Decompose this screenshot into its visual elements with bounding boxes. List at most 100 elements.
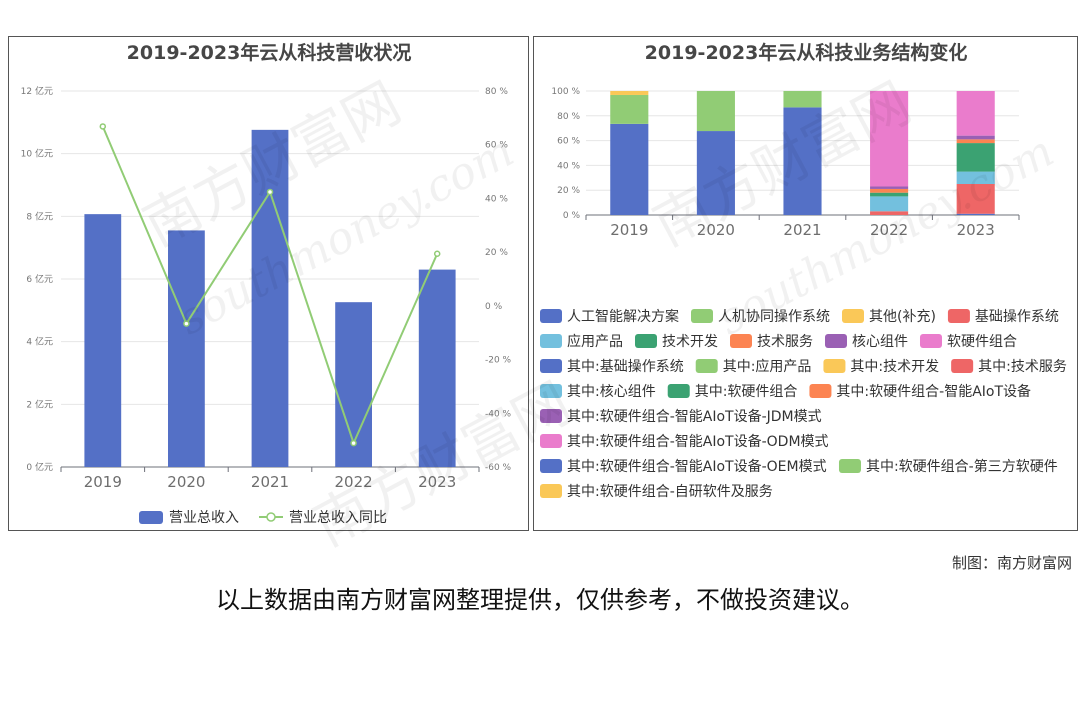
legend-swatch <box>690 309 713 323</box>
legend-swatch <box>540 384 562 398</box>
legend-swatch <box>540 359 562 373</box>
yoy-point <box>183 320 190 327</box>
y-tick-label: 40 % <box>557 161 580 171</box>
legend-swatch-bar <box>139 511 163 524</box>
y-left-tick-label: 6 亿元 <box>26 273 53 285</box>
legend-swatch <box>667 384 690 398</box>
legend-swatch <box>540 409 562 423</box>
stacked-bar-segment <box>956 184 995 214</box>
y-left-tick-label: 2 亿元 <box>26 398 53 410</box>
legend-label: 基础操作系统 <box>975 308 1059 325</box>
y-right-tick-label: -20 % <box>485 356 512 366</box>
legend-swatch <box>695 359 718 373</box>
y-left-tick-label: 0 亿元 <box>26 461 53 473</box>
x-tick-label: 2023 <box>418 473 456 491</box>
legend-label: 其中:技术服务 <box>978 359 1067 375</box>
legend-label: 人机协同操作系统 <box>718 309 830 325</box>
legend-label: 人工智能解决方案 <box>567 308 679 325</box>
stacked-bar-segment <box>870 91 909 187</box>
legend-swatch <box>809 384 832 398</box>
stacked-bar-segment <box>610 123 649 215</box>
stacked-bar-segment <box>696 91 735 132</box>
stacked-bar-segment <box>956 171 995 184</box>
structure-chart-panel: 2019-2023年云从科技业务结构变化 0 % 20 % 40 % 60 % 80 % 1… <box>533 36 1078 531</box>
legend-label: 其中:软硬件组合-第三方软硬件 <box>866 458 1058 475</box>
x-tick-label: 2019 <box>610 221 648 239</box>
stacked-bar-segment <box>870 211 909 215</box>
legend-label: 其中:软硬件组合-智能AIoT设备 <box>836 383 1031 400</box>
stacked-bar-segment <box>870 196 909 212</box>
stacked-bar-segment <box>956 143 995 172</box>
x-tick-label: 2020 <box>697 221 735 239</box>
legend-label: 软硬件组合 <box>947 334 1017 350</box>
y-tick-label: 80 % <box>557 112 580 122</box>
y-right-tick-label: -40 % <box>485 409 512 419</box>
legend-label: 其中:基础操作系统 <box>567 358 684 375</box>
revenue-chart: 2019-2023年云从科技营收状况 0 亿元 2 亿元 4 亿元 6 亿元 8 亿元 10… <box>21 41 512 526</box>
yoy-point <box>433 250 441 258</box>
revenue-chart-panel: 2019-2023年云从科技营收状况 0 亿元 2 亿元 4 亿元 6 亿元 8 亿元 10… <box>8 36 529 531</box>
stacked-bar-segment <box>956 135 995 140</box>
legend-swatch-point <box>266 512 276 522</box>
legend-swatch <box>540 434 562 448</box>
stacked-bar-segment <box>956 213 995 215</box>
legend-label: 其中:核心组件 <box>567 384 656 400</box>
legend-swatch <box>824 334 847 348</box>
legend-swatch <box>823 359 846 373</box>
legend-swatch <box>729 334 752 348</box>
legend-label: 营业总收入同比 <box>289 510 387 526</box>
legend-label: 其中:软硬件组合-智能AIoT设备-ODM模式 <box>567 433 829 450</box>
x-tick-label: 2022 <box>335 473 373 491</box>
chart-credit: 制图：南方财富网 <box>951 554 1072 572</box>
legend-swatch <box>951 359 974 373</box>
stacked-bar-segment <box>783 91 822 108</box>
stacked-bar-segment <box>870 186 909 189</box>
legend-label: 技术服务 <box>757 334 813 350</box>
chart-title: 2019-2023年云从科技营收状况 <box>127 41 412 64</box>
yoy-point <box>350 439 357 447</box>
legend-label: 其中:应用产品 <box>723 358 812 375</box>
yoy-point <box>266 188 274 196</box>
chart-title: 2019-2023年云从科技业务结构变化 <box>645 41 968 64</box>
stacked-bar-segment <box>870 192 909 197</box>
legend-label: 其中:技术开发 <box>850 359 939 375</box>
structure-chart: 2019-2023年云从科技业务结构变化 0 % 20 % 40 % 60 % 80 % 1… <box>540 41 1067 500</box>
legend-label: 应用产品 <box>567 333 623 350</box>
stacked-bar-segment <box>870 188 909 193</box>
revenue-bar <box>84 214 122 467</box>
stacked-bar-segment <box>610 94 649 124</box>
legend-swatch <box>540 484 562 498</box>
stacked-bar-segment <box>783 107 822 215</box>
legend-label: 其中:软硬件组合-智能AIoT设备-OEM模式 <box>567 458 827 475</box>
y-right-tick-label: 40 % <box>485 194 508 204</box>
legend-swatch <box>947 309 970 323</box>
revenue-bar <box>251 129 289 467</box>
x-tick-label: 2021 <box>783 221 821 239</box>
yoy-point <box>99 123 107 130</box>
y-left-tick-label: 12 亿元 <box>21 85 53 97</box>
legend-swatch <box>919 334 942 348</box>
legend-label: 技术开发 <box>662 334 718 350</box>
x-tick-label: 2022 <box>870 221 908 239</box>
y-right-tick-label: 60 % <box>485 141 508 151</box>
y-tick-label: 20 % <box>557 186 580 196</box>
stacked-bar-segment <box>696 131 735 215</box>
legend-label: 其他(补充) <box>869 309 936 325</box>
y-right-tick-label: 80 % <box>485 87 508 97</box>
legend-swatch <box>841 309 864 323</box>
y-tick-label: 100 % <box>551 87 580 97</box>
revenue-bar <box>418 269 456 467</box>
y-right-tick-label: -60 % <box>485 463 512 473</box>
legend-swatch <box>634 334 657 348</box>
x-tick-label: 2021 <box>251 473 289 491</box>
y-left-tick-label: 4 亿元 <box>26 336 53 348</box>
legend-label: 其中:软硬件组合-智能AIoT设备-JDM模式 <box>567 408 822 425</box>
y-right-tick-label: 20 % <box>485 248 508 258</box>
stacked-bar-segment <box>610 91 649 95</box>
x-tick-label: 2020 <box>167 473 205 491</box>
legend-swatch <box>838 459 861 473</box>
legend-label: 其中:软硬件组合 <box>695 384 798 400</box>
revenue-bar <box>168 230 205 467</box>
legend-swatch <box>540 459 562 473</box>
y-left-tick-label: 10 亿元 <box>21 148 53 160</box>
